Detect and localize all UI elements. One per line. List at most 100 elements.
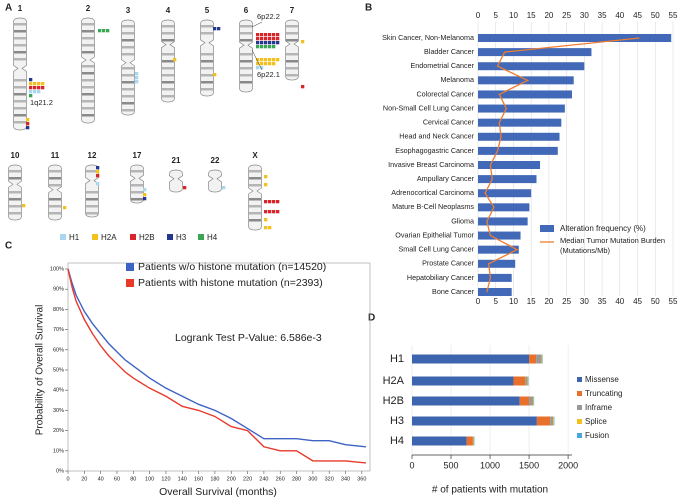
legend-swatch	[577, 391, 582, 396]
x-tick-label: 15	[527, 11, 536, 20]
chromosome-band	[122, 95, 134, 98]
mutation-square	[272, 37, 276, 41]
x-tick-label: 30	[580, 11, 589, 20]
bar	[478, 203, 530, 212]
chromosome-band	[14, 51, 26, 54]
chromosome-band	[249, 198, 261, 201]
mutation-square	[256, 66, 260, 70]
chromosome	[208, 169, 222, 193]
mutation-square	[264, 45, 268, 49]
chromosome-band	[14, 79, 26, 82]
mutation-square	[264, 218, 268, 222]
x-tick-label: 120	[161, 476, 170, 482]
bar-segment	[529, 396, 533, 406]
x-tick-label: 25	[562, 11, 571, 20]
x-tick-label: 180	[210, 476, 219, 482]
chromosome-label: 2	[86, 4, 91, 13]
x-tick-label: 2000	[558, 460, 578, 470]
y-tick-label: 60%	[53, 347, 64, 353]
mutation-square	[260, 33, 264, 37]
mutation-square	[143, 193, 147, 197]
category-label: Skin Cancer, Non-Melanoma	[382, 33, 474, 42]
mutation-square	[217, 27, 221, 31]
mutation-square	[268, 226, 272, 230]
mutation-square	[256, 37, 260, 41]
x-tick-label: 5	[494, 297, 499, 306]
bar-segment	[529, 354, 537, 364]
mutation-square	[37, 90, 41, 94]
x-tick-label: 35	[598, 11, 607, 20]
x-axis-title: # of patients with mutation	[432, 485, 548, 496]
panel-label: C	[5, 241, 12, 252]
chromosome-band	[122, 32, 134, 35]
chromosome-band	[162, 95, 174, 98]
bar	[478, 34, 672, 42]
category-label: Glioma	[451, 216, 474, 225]
mutation-square	[63, 206, 67, 210]
mutation-square	[268, 58, 272, 62]
x-tick-label: 55	[669, 297, 678, 306]
mutation-square	[33, 82, 37, 86]
chromosome-label: 21	[172, 156, 181, 165]
mutation-square	[102, 29, 106, 33]
bar-segment	[412, 396, 520, 406]
mutation-square	[29, 90, 33, 94]
mutation-square	[260, 37, 264, 41]
chromosome-label: 22	[211, 156, 220, 165]
mutation-square	[276, 41, 280, 45]
category-label: Adrenocortical Carcinoma	[391, 188, 474, 197]
mutation-square	[264, 200, 268, 204]
x-tick-label: 0	[476, 297, 481, 306]
mutation-square	[264, 183, 268, 187]
chromosome-band	[249, 184, 261, 187]
x-tick-label: 50	[651, 297, 660, 306]
mutation-square	[256, 62, 260, 66]
chromosome-band	[122, 109, 134, 112]
mutation-square	[268, 33, 272, 37]
y-tick-label: 100%	[50, 266, 64, 272]
x-tick-label: 30	[580, 297, 589, 306]
bar-segment	[532, 396, 534, 406]
mutation-square	[26, 118, 30, 122]
bar	[478, 118, 562, 127]
category-label: H4	[390, 435, 404, 447]
chromosome-band	[86, 191, 98, 194]
panel-label: B	[365, 3, 372, 14]
chromosome-band	[286, 25, 298, 28]
mutation-square	[268, 210, 272, 214]
chromosome-label: 7	[290, 6, 295, 15]
bar-segment	[553, 416, 555, 426]
legend-swatch	[92, 234, 98, 240]
bar-segment	[541, 354, 543, 364]
bar	[478, 189, 532, 198]
legend-swatch	[126, 263, 134, 271]
legend-label: H2A	[101, 233, 117, 242]
y-tick-label: 30%	[53, 408, 64, 414]
legend-label: Patients with histone mutation (n=2393)	[138, 277, 323, 289]
chromosome-band	[14, 58, 26, 61]
line	[484, 37, 640, 293]
mutation-square	[264, 33, 268, 37]
mutation-square	[264, 175, 268, 179]
x-tick-label: 40	[615, 11, 624, 20]
chromosome-label: 17	[133, 151, 142, 160]
legend-swatch	[167, 234, 173, 240]
bar-segment	[466, 436, 473, 446]
chromosome-band	[240, 53, 252, 56]
chromosome-band	[249, 205, 261, 208]
x-tick-label: 50	[651, 11, 660, 20]
chromosome-band	[14, 100, 26, 103]
mutation-square	[268, 200, 272, 204]
category-label: Small Cell Lung Cancer	[398, 245, 474, 254]
legend-label: Alteration frequency (%)	[560, 224, 646, 233]
panel-label: D	[368, 313, 375, 324]
mutation-square	[256, 33, 260, 37]
mutation-square	[29, 78, 33, 82]
chromosome-band	[82, 114, 94, 117]
mutation-square	[260, 62, 264, 66]
chromosome-band	[82, 65, 94, 68]
chromosome-band	[201, 67, 213, 70]
legend-swatch	[60, 234, 66, 240]
bar	[478, 146, 558, 155]
